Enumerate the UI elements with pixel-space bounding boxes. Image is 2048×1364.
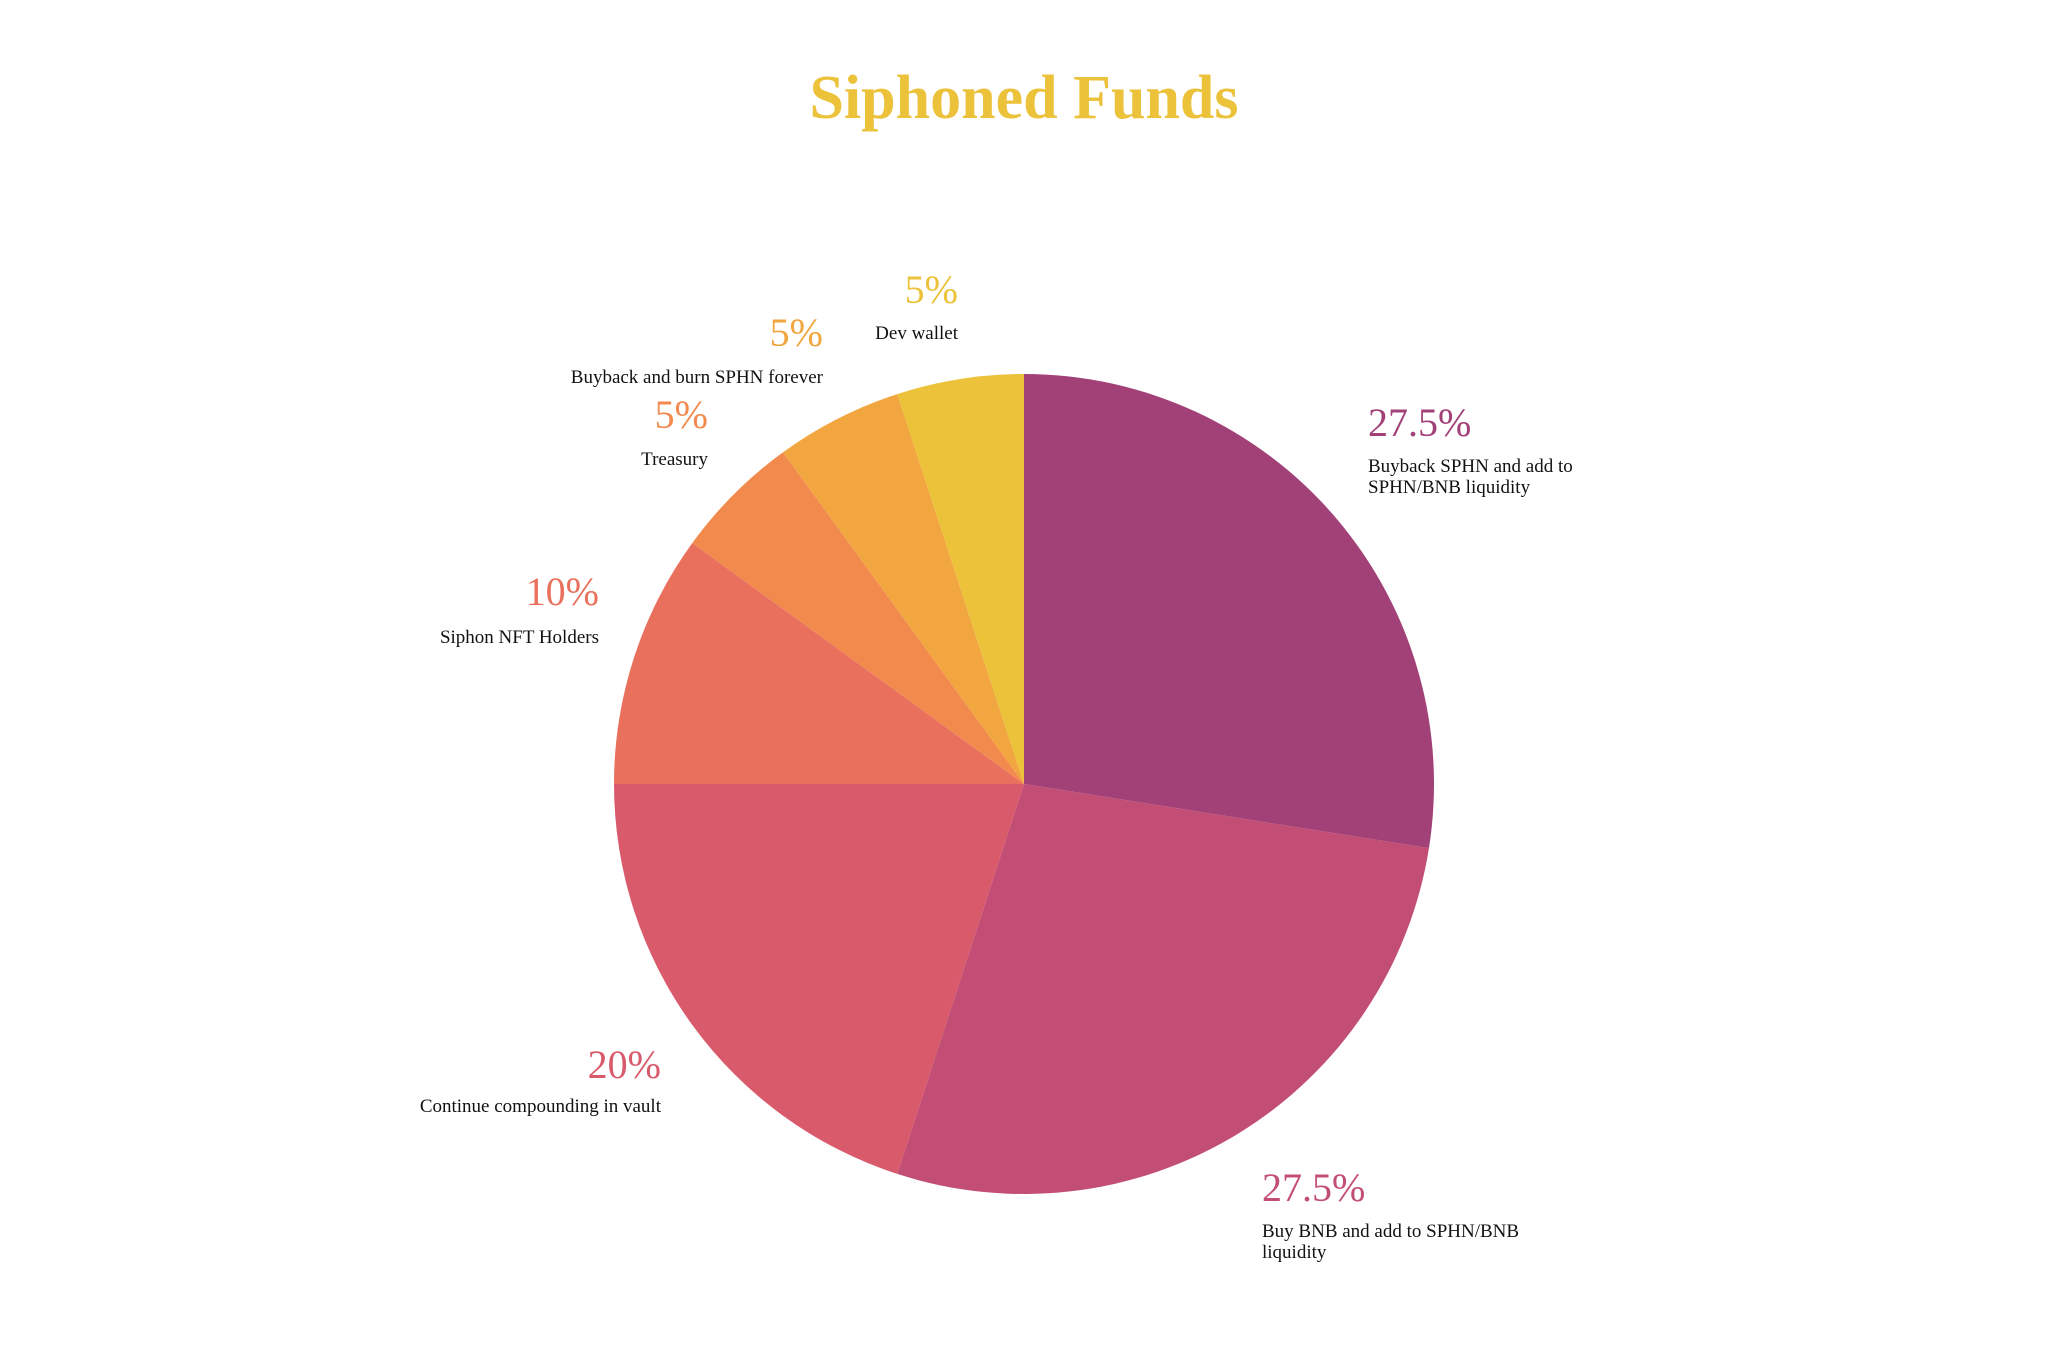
pie-slices	[614, 374, 1434, 1194]
slice-label-line: Buyback SPHN and add to	[1368, 456, 1573, 477]
slice-category-label-3: Continue compounding in vault	[420, 1096, 662, 1117]
slice-category-label-7: Dev wallet	[875, 323, 959, 344]
pie-slice-1	[1024, 374, 1434, 849]
slice-label-line: Siphon NFT Holders	[440, 627, 599, 648]
slice-percent-label-5: 5%	[655, 392, 708, 437]
slice-label-line: Buyback and burn SPHN forever	[571, 367, 824, 388]
slice-percent-label-3: 20%	[588, 1042, 661, 1087]
slice-label-line: liquidity	[1262, 1242, 1327, 1263]
pie-slice-4	[614, 543, 1024, 784]
slice-label-line: Buy BNB and add to SPHN/BNB	[1262, 1221, 1519, 1242]
slice-percent-label-2: 27.5%	[1262, 1165, 1365, 1210]
pie-slice-7	[897, 374, 1024, 784]
slice-percent-label-6: 5%	[770, 310, 823, 355]
slice-percent-label-7: 5%	[905, 267, 958, 312]
pie-slice-5	[692, 452, 1024, 784]
pie-slice-6	[783, 394, 1024, 784]
slice-category-label-1: Buyback SPHN and add to SPHN/BNB liquidit…	[1368, 456, 1573, 498]
slice-label-line: Dev wallet	[875, 323, 959, 344]
slice-percent-label-4: 10%	[526, 569, 599, 614]
slice-label-line: SPHN/BNB liquidity	[1368, 477, 1531, 498]
pie-slice-3	[614, 784, 1024, 1174]
pie-slice-2	[897, 784, 1429, 1194]
slice-label-line: Treasury	[641, 449, 708, 470]
pie-labels: 27.5% Buyback SPHN and add to SPHN/BNB liq…	[420, 267, 1573, 1263]
slice-category-label-2: Buy BNB and add to SPHN/BNB liquidity	[1262, 1221, 1519, 1263]
slice-label-line: Continue compounding in vault	[420, 1096, 662, 1117]
chart-title: Siphoned Funds	[809, 64, 1238, 132]
slice-category-label-5: Treasury	[641, 449, 708, 470]
slice-percent-label-1: 27.5%	[1368, 400, 1471, 445]
slice-category-label-6: Buyback and burn SPHN forever	[571, 367, 824, 388]
slice-category-label-4: Siphon NFT Holders	[440, 627, 599, 648]
